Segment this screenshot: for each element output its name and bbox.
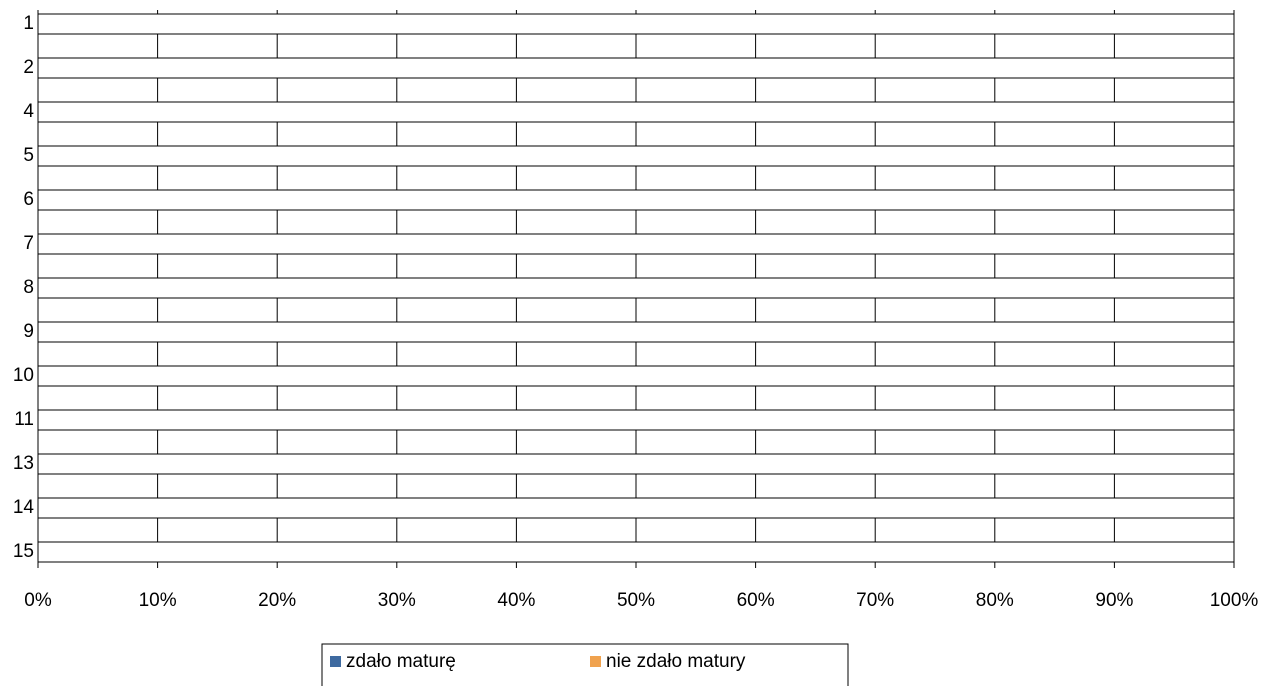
row-frame bbox=[37, 409, 1235, 431]
x-tick-label: 70% bbox=[856, 590, 894, 611]
y-tick-label: 10 bbox=[13, 365, 34, 386]
legend-label: nie zdało matury bbox=[606, 651, 746, 672]
y-tick-label: 9 bbox=[23, 321, 34, 342]
row-frame bbox=[37, 321, 1235, 343]
y-tick-label: 15 bbox=[13, 541, 34, 562]
row-frame bbox=[37, 101, 1235, 123]
x-tick-label: 80% bbox=[976, 590, 1014, 611]
y-tick-label: 2 bbox=[23, 57, 34, 78]
legend-swatch bbox=[330, 656, 341, 667]
x-tick-label: 100% bbox=[1210, 590, 1259, 611]
x-tick-label: 0% bbox=[24, 590, 52, 611]
x-tick-label: 30% bbox=[378, 590, 416, 611]
x-tick-label: 50% bbox=[617, 590, 655, 611]
y-tick-label: 1 bbox=[23, 13, 34, 34]
x-tick-label: 60% bbox=[737, 590, 775, 611]
row-frame bbox=[37, 365, 1235, 387]
x-tick-label: 10% bbox=[139, 590, 177, 611]
y-tick-label: 6 bbox=[23, 189, 34, 210]
legend-swatch bbox=[590, 656, 601, 667]
x-tick-label: 40% bbox=[497, 590, 535, 611]
row-frame bbox=[37, 13, 1235, 35]
y-tick-label: 13 bbox=[13, 453, 34, 474]
row-frame bbox=[37, 145, 1235, 167]
row-frame bbox=[37, 189, 1235, 211]
y-tick-label: 8 bbox=[23, 277, 34, 298]
y-tick-label: 11 bbox=[14, 409, 34, 430]
row-frame bbox=[37, 277, 1235, 299]
row-frame bbox=[37, 497, 1235, 519]
legend-label: zdało maturę bbox=[346, 651, 456, 672]
y-tick-label: 14 bbox=[13, 497, 35, 518]
x-tick-label: 20% bbox=[258, 590, 296, 611]
legend-box bbox=[321, 643, 849, 686]
x-tick-label: 90% bbox=[1095, 590, 1133, 611]
row-frame bbox=[37, 57, 1235, 79]
y-tick-label: 5 bbox=[23, 145, 34, 166]
y-tick-label: 7 bbox=[23, 233, 34, 254]
row-frame bbox=[37, 233, 1235, 255]
row-frame bbox=[37, 453, 1235, 475]
row-frame bbox=[37, 541, 1235, 563]
y-tick-label: 4 bbox=[23, 101, 34, 122]
